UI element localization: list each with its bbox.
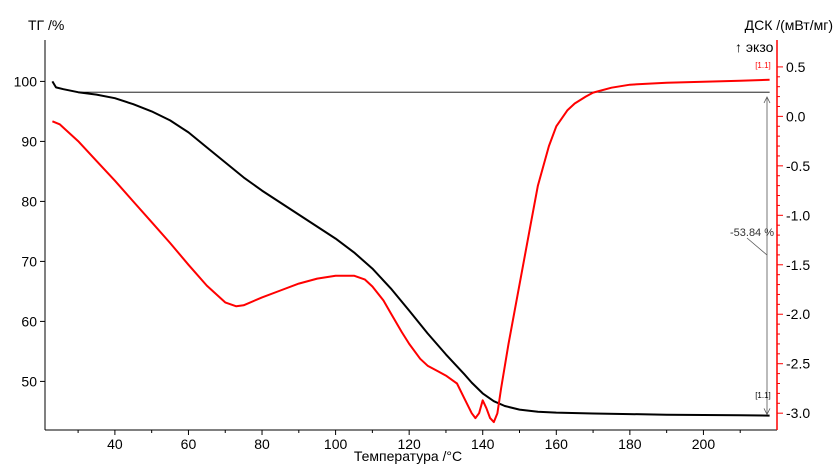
x-tick-label: 60 <box>181 436 197 452</box>
y-right-tick-label: 0.5 <box>786 59 806 75</box>
y-right-tick-label: -2.5 <box>786 356 810 372</box>
x-tick-label: 140 <box>471 436 495 452</box>
x-tick-label: 200 <box>692 436 716 452</box>
arrow-head-bottom <box>763 408 771 416</box>
x-axis-title: Температура /°C <box>354 448 462 464</box>
x-tick-label: 180 <box>618 436 642 452</box>
y-right-tick-label: -0.5 <box>786 158 810 174</box>
y-left-tick-label: 50 <box>21 373 37 389</box>
arrow-head-top <box>763 96 771 104</box>
annotation-leader <box>746 237 768 256</box>
dsc-curve <box>52 78 770 424</box>
y-left-tick-label: 90 <box>21 133 37 149</box>
tg-curve-marker: [1.1] <box>755 391 771 400</box>
tg-curve <box>51 80 770 417</box>
x-tick-label: 40 <box>107 436 123 452</box>
x-tick-label: 100 <box>324 436 348 452</box>
y-left-tick-label: 80 <box>21 193 37 209</box>
mass-change-label: -53.84 % <box>730 227 774 239</box>
x-tick-label: 160 <box>545 436 569 452</box>
y-left-tick-label: 60 <box>21 313 37 329</box>
y-left-tick-label: 70 <box>21 253 37 269</box>
y-left-axis-title: ТГ /% <box>28 17 64 33</box>
dsc-curve-marker: [1.1] <box>755 61 771 70</box>
x-tick-label: 120 <box>397 436 421 452</box>
y-right-axis-title: ДСК /(мВт/мг) <box>745 17 833 33</box>
y-left-tick-label: 100 <box>14 73 38 89</box>
y-right-tick-label: -1.5 <box>786 257 810 273</box>
y-right-tick-label: -2.0 <box>786 306 810 322</box>
exo-label: ↑ экзо <box>735 39 774 55</box>
y-right-tick-label: 0.0 <box>786 108 806 124</box>
x-tick-label: 80 <box>254 436 270 452</box>
y-right-tick-label: -3.0 <box>786 405 810 421</box>
y-right-tick-label: -1.0 <box>786 207 810 223</box>
